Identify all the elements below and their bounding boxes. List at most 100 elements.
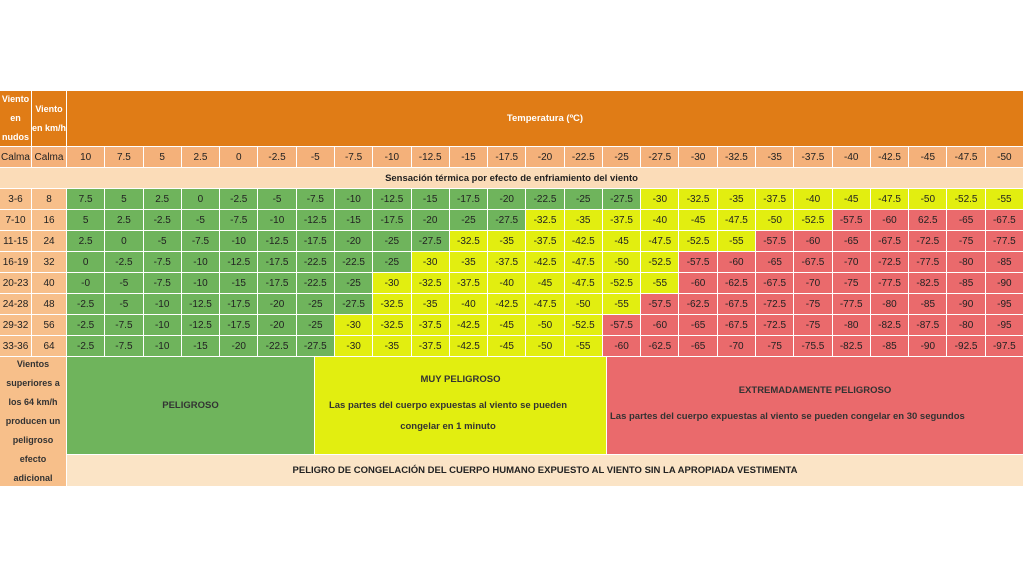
wind-chill-cell: -7.5	[296, 189, 335, 210]
wind-chill-cell: -57.5	[602, 315, 642, 336]
wind-chill-cell: -2.5	[220, 189, 259, 210]
wind-chill-cell: 2.5	[143, 189, 182, 210]
wind-chill-cell: -2.5	[143, 210, 182, 231]
wind-chill-cell: -82.5	[832, 336, 871, 357]
temp-header-cell: 10	[67, 147, 106, 168]
wind-chill-cell: -67.5	[717, 315, 757, 336]
temp-header-cell: -12.5	[411, 147, 450, 168]
note-text: Vientos superiores a los 64 km/h produce…	[0, 357, 67, 487]
wind-chill-cell: -37.5	[602, 210, 642, 231]
row-kmh-label: 16	[32, 210, 67, 231]
wind-chill-cell: -77.5	[870, 273, 910, 294]
temp-header-cell: -32.5	[717, 147, 757, 168]
wind-chill-cell: -25	[296, 294, 335, 315]
wind-chill-cell: -37.5	[411, 336, 450, 357]
wind-chill-cell: 7.5	[67, 189, 106, 210]
wind-chill-cell: -65	[756, 252, 795, 273]
wind-chill-cell: -30	[373, 273, 412, 294]
wind-chill-cell: -40	[794, 189, 833, 210]
wind-chill-cell: -30	[334, 315, 374, 336]
wind-chill-cell: 0	[105, 231, 144, 252]
wind-chill-cell: -52.5	[602, 273, 642, 294]
wind-chill-cell: -72.5	[909, 231, 948, 252]
wind-chill-cell: -10	[334, 189, 374, 210]
zone-extremadamente-peligroso: EXTREMADAMENTE PELIGROSO Las partes del …	[607, 357, 1024, 455]
wind-chill-cell: -65	[679, 315, 718, 336]
wind-chill-cell: -70	[832, 252, 871, 273]
wind-chill-cell: -20	[411, 210, 450, 231]
row-knots-label: 29-32	[0, 315, 32, 336]
row-kmh-label: 32	[32, 252, 67, 273]
wind-chill-cell: -27.5	[411, 231, 450, 252]
wind-chill-cell: -47.5	[717, 210, 757, 231]
wind-chill-cell: -2.5	[67, 315, 106, 336]
wind-chill-cell: -72.5	[870, 252, 910, 273]
wind-chill-cell: -35	[449, 252, 489, 273]
temp-header-cell: 0	[220, 147, 259, 168]
row-kmh-label: 56	[32, 315, 67, 336]
wind-chill-cell: -40	[641, 210, 680, 231]
wind-chill-cell: -47.5	[564, 252, 603, 273]
temp-header-cell: -47.5	[947, 147, 986, 168]
wind-chill-cell: -37.5	[411, 315, 450, 336]
wind-chill-cell: -90	[909, 336, 948, 357]
wind-chill-cell: -12.5	[220, 252, 259, 273]
wind-chill-cell: -7.5	[105, 315, 144, 336]
wind-chill-cell: -25	[449, 210, 489, 231]
wind-chill-cell: -35	[717, 189, 757, 210]
zone-peligroso-title: PELIGROSO	[162, 400, 219, 411]
wind-chill-cell: -40	[449, 294, 489, 315]
wind-chill-cell: -30	[334, 336, 374, 357]
wind-chill-cell: -52.5	[564, 315, 603, 336]
temp-header-cell: 7.5	[105, 147, 144, 168]
wind-chill-cell: -5	[181, 210, 221, 231]
wind-chill-cell: -55	[602, 294, 642, 315]
wind-chill-cell: -35	[373, 336, 412, 357]
wind-chill-cell: -50	[602, 252, 642, 273]
temp-header-cell: -35	[756, 147, 795, 168]
wind-chill-cell: -22.5	[296, 273, 335, 294]
wind-chill-cell: 62.5	[909, 210, 948, 231]
wind-chill-cell: -77.5	[832, 294, 871, 315]
wind-chill-cell: -52.5	[679, 231, 718, 252]
wind-chill-cell: -57.5	[641, 294, 680, 315]
wind-chill-cell: -17.5	[258, 273, 297, 294]
wind-chill-cell: -80	[947, 315, 986, 336]
wind-chill-cell: -85	[909, 294, 948, 315]
wind-chill-cell: -85	[947, 273, 986, 294]
wind-chill-cell: -42.5	[449, 336, 489, 357]
temp-header-cell: -27.5	[641, 147, 680, 168]
wind-chill-cell: -72.5	[756, 315, 795, 336]
wind-chill-cell: -65	[947, 210, 986, 231]
wind-chill-cell: -35	[488, 231, 527, 252]
wind-chill-cell: -5	[105, 294, 144, 315]
wind-chill-cell: -20	[488, 189, 527, 210]
wind-chill-cell: -27.5	[296, 336, 335, 357]
wind-chill-cell: -87.5	[909, 315, 948, 336]
zone-muy-peligroso-desc: Las partes del cuerpo expuestas al vient…	[328, 400, 568, 432]
wind-chill-cell: -52.5	[947, 189, 986, 210]
row-knots-label: 11-15	[0, 231, 32, 252]
wind-chill-cell: -37.5	[526, 231, 565, 252]
wind-chill-cell: -7.5	[105, 336, 144, 357]
temp-header-cell: -42.5	[870, 147, 910, 168]
wind-chill-cell: -95	[985, 294, 1024, 315]
wind-chill-cell: -75	[756, 336, 795, 357]
wind-chill-cell: -10	[181, 252, 221, 273]
wind-chill-cell: -97.5	[985, 336, 1024, 357]
wind-chill-cell: -55	[641, 273, 680, 294]
wind-chill-cell: -25	[334, 273, 374, 294]
temp-header-cell: -30	[679, 147, 718, 168]
temp-header-cell: -50	[985, 147, 1024, 168]
wind-chill-cell: -22.5	[334, 252, 374, 273]
wind-chill-cell: -45	[526, 273, 565, 294]
zone-muy-peligroso: MUY PELIGROSO Las partes del cuerpo expu…	[315, 357, 607, 455]
zone-muy-peligroso-title: MUY PELIGROSO	[420, 374, 501, 385]
wind-chill-cell: -55	[717, 231, 757, 252]
wind-chill-cell: -50	[526, 315, 565, 336]
temp-header-cell: -17.5	[488, 147, 527, 168]
temp-header-cell: 2.5	[181, 147, 221, 168]
row-knots-label: 3-6	[0, 189, 32, 210]
wind-chill-cell: -12.5	[181, 294, 221, 315]
footer-warning: PELIGRO DE CONGELACIÓN DEL CUERPO HUMANO…	[67, 455, 1024, 487]
